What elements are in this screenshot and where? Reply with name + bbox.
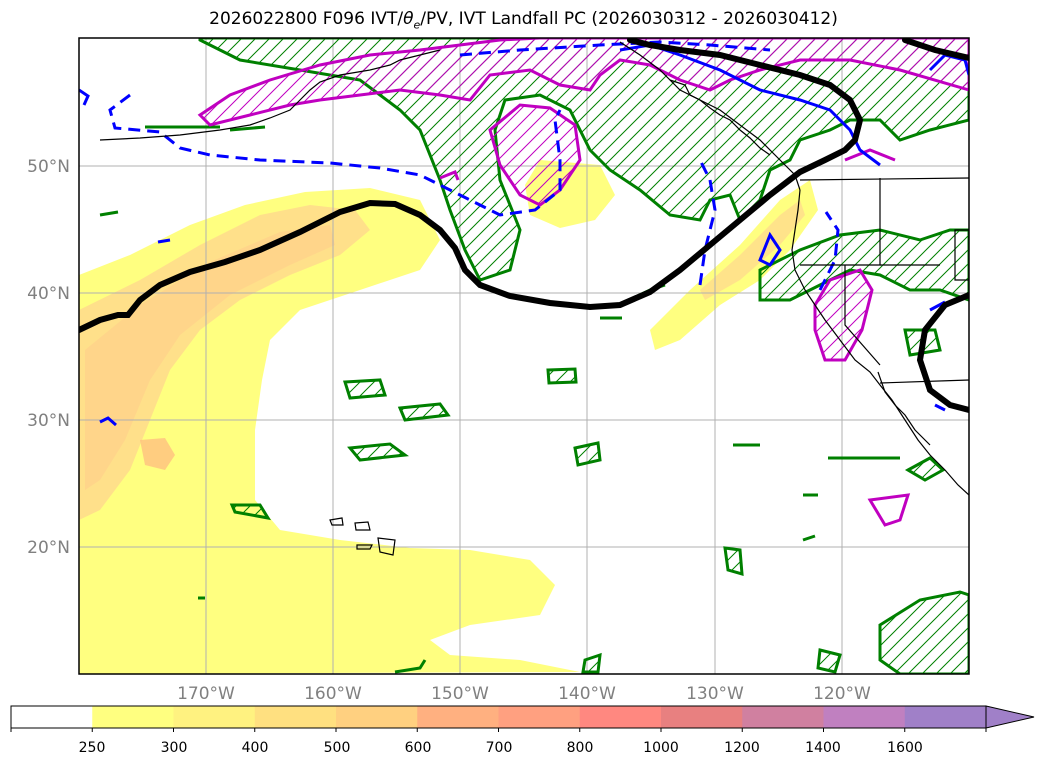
lon-label-170w: 170°W <box>177 684 235 704</box>
colorbar-cell <box>92 706 175 728</box>
lat-label-50: 50°N <box>27 157 70 177</box>
colorbar-ticks <box>10 728 987 732</box>
colorbar-cell <box>254 706 337 728</box>
coastline-bc <box>619 41 801 191</box>
colorbar-cell <box>742 706 825 728</box>
coastline-hawaii-2 <box>354 521 371 531</box>
colorbar-label-300: 300 <box>161 740 188 756</box>
colorbar-labels: 250 300 400 500 600 700 800 1000 1200 14… <box>79 740 923 756</box>
ivt-shade-300-coastal <box>700 200 805 300</box>
map-title: 2026022800 F096 IVT/θe/PV, IVT Landfall … <box>0 9 1047 31</box>
coastline-baja <box>877 371 931 446</box>
map-layers <box>79 38 969 674</box>
ivt-shading <box>79 160 818 674</box>
ivt-shade-500 <box>140 438 175 470</box>
title-theta: θ <box>403 9 414 29</box>
colorbar-cell <box>904 706 987 728</box>
coastline-hawaii-4 <box>356 544 373 550</box>
colorbar-cell <box>417 706 500 728</box>
lon-label-140w: 140°W <box>558 684 616 704</box>
theta-e-cold-solid-6 <box>157 238 171 244</box>
colorbar-label-1600: 1600 <box>887 740 923 756</box>
title-theta-sub: e <box>413 18 421 32</box>
colorbar: 250 300 400 500 600 700 800 1000 1200 14… <box>10 705 1035 756</box>
pv-blob-11 <box>581 652 602 674</box>
pv-blob-7 <box>229 503 272 521</box>
border-us-canada <box>799 177 969 181</box>
border-us-mexico <box>879 379 969 384</box>
colorbar-label-700: 700 <box>486 740 513 756</box>
colorbar-extend-arrow <box>985 705 1035 729</box>
theta-e-warm-north <box>197 38 969 127</box>
colorbar-cell <box>823 706 906 728</box>
lon-label-150w: 150°W <box>431 684 489 704</box>
lon-label-120w: 120°W <box>813 684 871 704</box>
lat-label-30: 30°N <box>27 411 70 431</box>
colorbar-label-500: 500 <box>324 740 351 756</box>
longitude-labels: 170°W 160°W 150°W 140°W 130°W 120°W <box>177 684 871 704</box>
landfall-pc <box>79 38 969 413</box>
coastline-hawaii-1 <box>329 517 344 526</box>
colorbar-cells <box>11 706 987 728</box>
ivt-shade-300 <box>79 205 370 520</box>
coastlines <box>99 41 969 556</box>
colorbar-label-600: 600 <box>405 740 432 756</box>
theta-e-cold-solid-8 <box>934 403 946 412</box>
coastline-us-west <box>791 189 969 496</box>
pv-blob-1 <box>342 378 388 400</box>
colorbar-cell <box>173 706 256 728</box>
colorbar-label-400: 400 <box>242 740 269 756</box>
title-prefix: 2026022800 F096 IVT/ <box>209 9 404 29</box>
title-suffix: /PV, IVT Landfall PC (2026030312 - 20260… <box>420 9 838 29</box>
landfall-pc-se <box>916 292 969 413</box>
lon-label-160w: 160°W <box>304 684 362 704</box>
map-frame <box>78 37 970 675</box>
theta-e-warm <box>197 38 969 362</box>
theta-e-cold-solid-2 <box>758 231 782 267</box>
pv-blob-2 <box>397 402 451 422</box>
colorbar-cell <box>579 706 662 728</box>
lon-label-130w: 130°W <box>686 684 744 704</box>
theta-e-cold-solid-5 <box>99 416 117 427</box>
ivt-shade-300-inner <box>85 225 335 490</box>
pv-blob-4 <box>546 367 578 385</box>
theta-e-cold-dashed-coast <box>698 159 717 286</box>
colorbar-cell <box>498 706 581 728</box>
colorbar-label-1000: 1000 <box>643 740 679 756</box>
pv-blob-8 <box>723 546 744 577</box>
theta-e-warm-lines <box>439 148 911 527</box>
colorbar-cell <box>11 706 93 728</box>
colorbar-label-800: 800 <box>567 740 594 756</box>
colorbar-label-1400: 1400 <box>805 740 841 756</box>
theta-e-warm-coast <box>813 268 874 362</box>
theta-e-cold-dashed-2 <box>818 211 840 291</box>
colorbar-label-1200: 1200 <box>724 740 760 756</box>
pv-blob-5 <box>573 441 602 467</box>
pv-region-north <box>198 38 969 282</box>
lat-label-20: 20°N <box>27 538 70 558</box>
theta-e-cold-solid-4 <box>79 88 90 106</box>
landfall-pc-main <box>79 38 864 333</box>
colorbar-cell <box>661 706 743 728</box>
border-state-2 <box>844 265 881 366</box>
pv-region-southeast <box>878 590 969 674</box>
theta-e-cold-dashed-main <box>108 93 562 217</box>
colorbar-cell <box>336 706 418 728</box>
colorbar-label-250: 250 <box>79 740 106 756</box>
pv-blob-6 <box>904 456 946 482</box>
coastline-archipelago <box>669 79 771 156</box>
pv-blob-10 <box>816 648 842 674</box>
latitude-labels: 50°N 40°N 30°N 20°N <box>27 157 70 558</box>
landfall-pc-ne <box>902 38 969 61</box>
coastline-hawaii-3 <box>377 537 396 556</box>
pv-blob-3 <box>347 442 409 462</box>
border-state-4 <box>954 229 969 281</box>
coastline-alaska <box>99 49 441 141</box>
lat-label-40: 40°N <box>27 284 70 304</box>
